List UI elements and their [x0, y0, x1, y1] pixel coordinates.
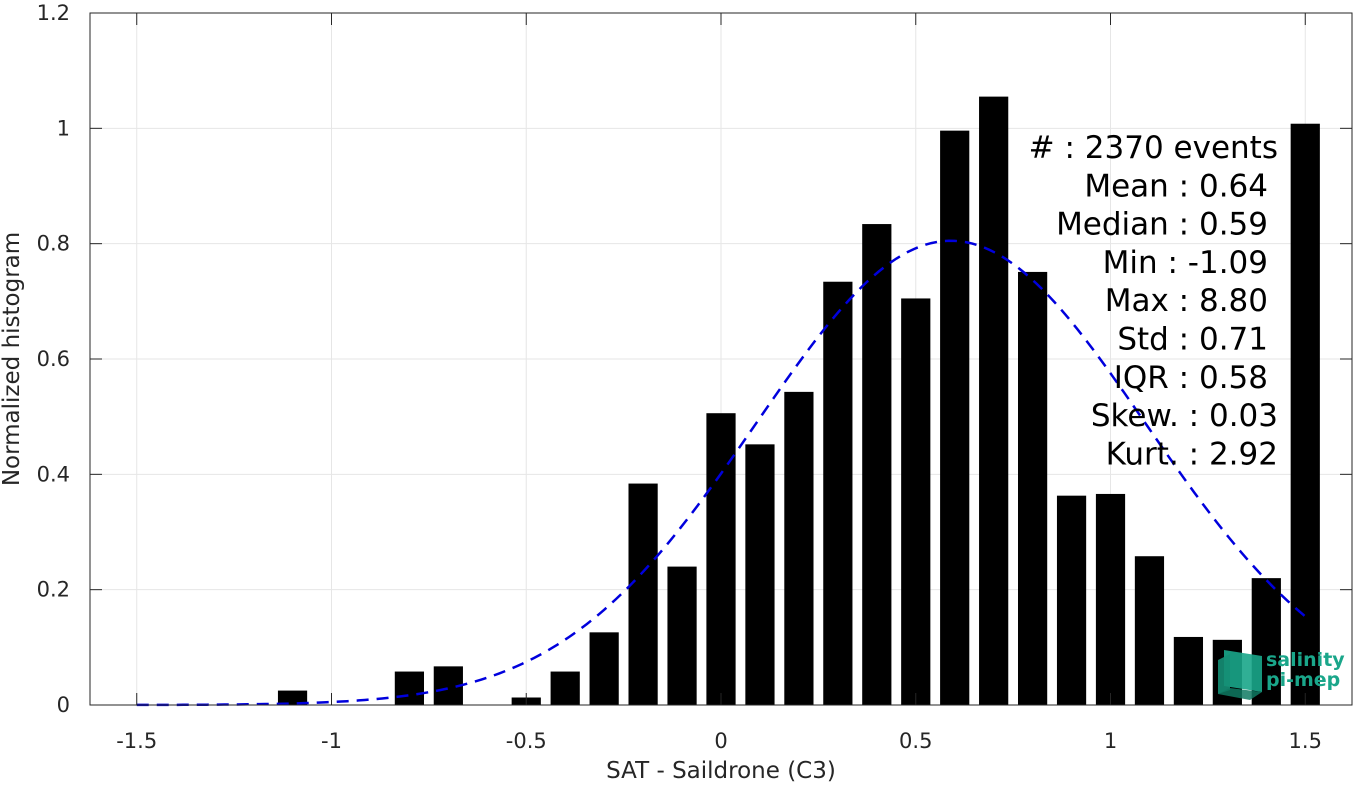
x-tick-label: 0 [714, 729, 727, 753]
y-tick-label: 1 [57, 116, 70, 140]
x-tick-label: -1 [321, 729, 342, 753]
histogram-bar [745, 444, 775, 705]
histogram-bar [901, 298, 931, 705]
histogram-bar [1056, 495, 1087, 705]
histogram-bar [1173, 636, 1204, 705]
x-tick-label: -0.5 [506, 729, 547, 753]
stat-line: Max : 8.80 [1105, 283, 1268, 319]
y-tick-label: 0.4 [37, 462, 70, 486]
stat-line: Min : -1.09 [1103, 245, 1268, 281]
histogram-bar [277, 690, 308, 705]
y-tick-label: 0.6 [37, 347, 70, 371]
y-tick-label: 0.8 [37, 232, 70, 256]
histogram-bar [1095, 493, 1126, 705]
histogram-bars [277, 96, 1320, 706]
stat-line: IQR : 0.58 [1114, 360, 1268, 396]
x-tick-label: 1 [1104, 729, 1117, 753]
histogram-bar [589, 632, 619, 705]
stat-line: Kurt. : 2.92 [1106, 436, 1278, 472]
histogram-bar [667, 566, 697, 705]
x-tick-label: -1.5 [116, 729, 157, 753]
x-tick-labels: -1.5 -1 -0.5 0 0.5 1 1.5 [116, 729, 1322, 753]
histogram-bar [1290, 123, 1320, 706]
y-axis-label: Normalized histogram [0, 232, 25, 486]
stat-line: Median : 0.59 [1056, 207, 1268, 243]
histogram-bar [550, 671, 580, 705]
histogram-bar [1134, 556, 1165, 705]
y-tick-label: 0.2 [37, 578, 70, 602]
histogram-bar [706, 413, 736, 705]
stat-line: # : 2370 events [1029, 130, 1278, 166]
stat-line: Skew. : 0.03 [1091, 398, 1278, 434]
salinity-pi-mep-logo: salinity pi-mep [1218, 649, 1345, 700]
histogram-bar [940, 130, 970, 705]
histogram-bar [628, 483, 658, 705]
y-tick-labels: 0 0.2 0.4 0.6 0.8 1 1.2 [37, 1, 70, 717]
histogram-bar [394, 671, 425, 705]
stat-line: Mean : 0.64 [1084, 168, 1268, 204]
axis-ticks [90, 12, 1352, 706]
histogram-bar [784, 391, 814, 705]
y-tick-label: 1.2 [37, 1, 70, 25]
histogram-bar [823, 281, 853, 705]
x-tick-label: 1.5 [1289, 729, 1322, 753]
histogram-bar [979, 96, 1009, 705]
normal-fit-curve [136, 239, 1307, 707]
logo-line-2: pi-mep [1266, 669, 1340, 691]
histogram-bar [1017, 271, 1048, 705]
logo-line-1: salinity [1266, 649, 1345, 671]
stat-line: Std : 0.71 [1117, 322, 1268, 358]
histogram-bar [862, 224, 892, 705]
logo-cube-icon [1218, 650, 1262, 700]
x-tick-label: 0.5 [899, 729, 932, 753]
x-axis-label: SAT - Saildrone (C3) [606, 758, 836, 784]
y-tick-label: 0 [57, 693, 70, 717]
